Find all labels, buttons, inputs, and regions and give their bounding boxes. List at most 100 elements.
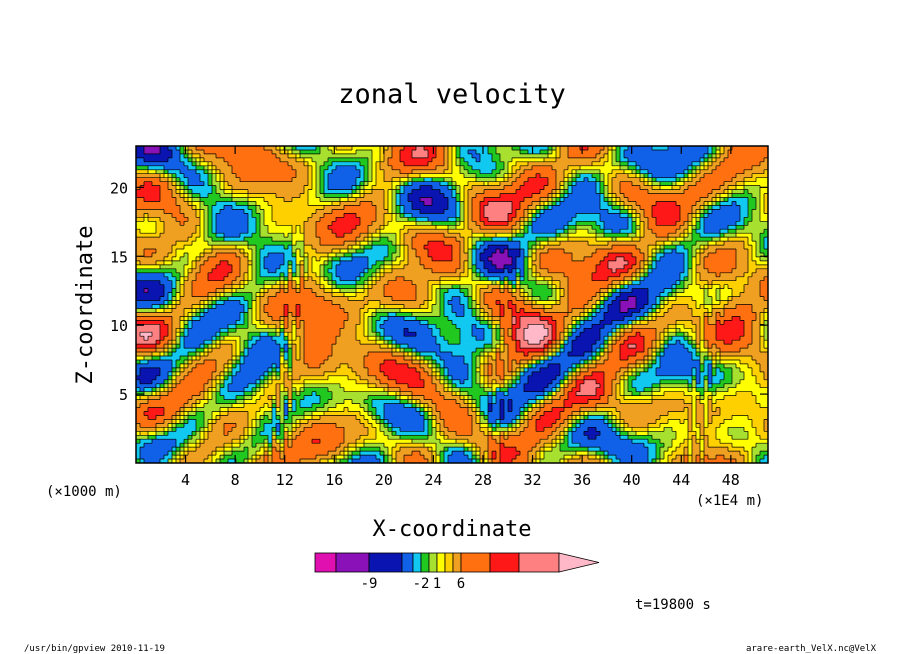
field-cell [328, 241, 333, 246]
field-cell [512, 233, 517, 238]
field-cell [540, 225, 545, 230]
field-cell [608, 252, 613, 258]
field-cell [364, 213, 369, 218]
field-cell [512, 245, 517, 250]
field-cell [296, 209, 301, 214]
field-cell [360, 153, 365, 159]
field-cell [204, 197, 209, 202]
field-cell [524, 197, 529, 202]
field-cell [496, 181, 501, 187]
field-cell [600, 177, 605, 183]
field-cell [704, 149, 709, 155]
field-cell [136, 205, 141, 210]
field-cell [268, 189, 273, 194]
field-cell [164, 245, 169, 250]
field-cell [180, 153, 185, 159]
field-cell [760, 205, 765, 210]
field-cell [268, 229, 273, 234]
field-cell [740, 260, 745, 266]
field-cell [384, 217, 389, 222]
field-cell [500, 225, 505, 230]
field-cell [176, 177, 181, 183]
field-cell [484, 177, 489, 183]
field-cell [372, 229, 377, 234]
field-cell [704, 169, 709, 175]
field-cell [332, 161, 337, 167]
field-cell [296, 165, 301, 171]
field-cell [380, 205, 385, 210]
field-cell [392, 213, 397, 218]
field-cell [720, 241, 725, 246]
field-cell [192, 241, 197, 246]
field-cell [460, 205, 465, 210]
field-cell [176, 264, 181, 270]
field-cell [412, 225, 417, 230]
field-cell [196, 189, 201, 194]
field-cell [476, 169, 481, 175]
field-cell [740, 193, 745, 198]
field-cell [460, 225, 465, 230]
field-cell [748, 229, 753, 234]
field-cell [516, 209, 521, 214]
field-cell [540, 221, 545, 226]
field-cell [296, 157, 301, 163]
field-cell [648, 185, 653, 190]
field-cell [664, 249, 669, 254]
field-cell [316, 229, 321, 234]
field-cell [732, 209, 737, 214]
field-cell [168, 181, 173, 187]
field-cell [648, 245, 653, 250]
field-cell [408, 201, 413, 206]
field-cell [252, 197, 257, 202]
field-cell [336, 217, 341, 222]
field-cell [308, 205, 313, 210]
field-cell [756, 185, 761, 190]
field-cell [348, 149, 353, 155]
field-cell [300, 185, 305, 190]
field-cell [204, 185, 209, 190]
field-cell [540, 249, 545, 254]
field-cell [468, 233, 473, 238]
field-cell [676, 149, 681, 155]
field-cell [376, 233, 381, 238]
field-cell [204, 233, 209, 238]
field-cell [536, 205, 541, 210]
field-cell [316, 149, 321, 155]
field-cell [180, 241, 185, 246]
field-cell [600, 237, 605, 242]
field-cell [264, 241, 269, 246]
field-cell [604, 181, 609, 187]
field-cell [272, 245, 277, 250]
field-cell [396, 157, 401, 163]
field-cell [328, 197, 333, 202]
field-cell [644, 229, 649, 234]
field-cell [708, 165, 713, 171]
field-cell [584, 153, 589, 159]
field-cell [636, 217, 641, 222]
field-cell [196, 177, 201, 183]
field-cell [696, 233, 701, 238]
field-cell [700, 225, 705, 230]
field-cell [468, 201, 473, 206]
field-cell [196, 233, 201, 238]
field-cell [476, 213, 481, 218]
field-cell [216, 241, 221, 246]
field-cell [160, 229, 165, 234]
field-cell [176, 189, 181, 194]
field-cell [276, 260, 281, 266]
field-cell [404, 205, 409, 210]
field-cell [740, 209, 745, 214]
field-cell [752, 169, 757, 175]
field-cell [556, 165, 561, 171]
field-cell [560, 264, 565, 270]
field-cell [256, 209, 261, 214]
field-cell [720, 157, 725, 163]
field-cell [140, 217, 145, 222]
field-cell [620, 237, 625, 242]
field-cell [156, 237, 161, 242]
field-cell [524, 161, 529, 167]
field-cell [616, 149, 621, 155]
field-cell [336, 173, 341, 179]
field-cell [276, 157, 281, 163]
